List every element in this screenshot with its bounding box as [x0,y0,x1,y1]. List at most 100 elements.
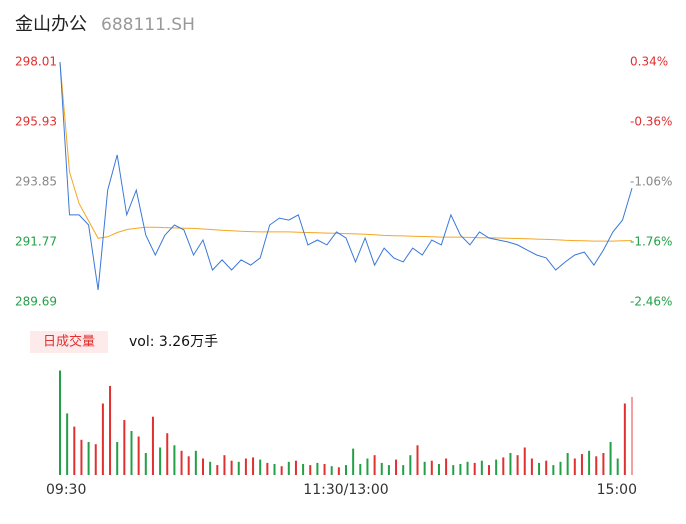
volume-bar [202,458,204,475]
volume-bar [588,450,591,475]
volume-bar [573,458,576,475]
y2-tick-label: -1.06% [630,175,672,189]
volume-bar [101,403,104,475]
volume-bar [287,461,290,475]
volume-bar [151,416,154,475]
volume-bar [123,420,126,475]
volume-bar [294,460,297,475]
volume-bar [580,454,583,475]
x-tick-label: 11:30/13:00 [303,482,388,498]
volume-bar [352,448,355,475]
volume-bar [223,455,226,475]
volume-bar [80,439,83,475]
volume-bar [187,456,190,475]
y-tick-label: 289.69 [15,295,57,309]
volume-bar [330,466,333,475]
x-tick-label: 09:30 [46,482,86,498]
volume-bar [252,457,255,475]
volume-bar [345,465,347,475]
volume-bar [459,464,462,475]
volume-bar [209,461,212,475]
volume-bar [402,465,405,475]
volume-bar [552,465,555,475]
volume-bar [302,464,305,475]
volume-bar [173,445,176,475]
volume-bar [538,462,541,475]
x-tick-label: 15:00 [597,482,637,498]
price-line [59,61,633,290]
volume-bar [416,445,419,475]
volume-bar [616,458,619,475]
volume-bar [73,426,76,475]
volume-bar [337,467,340,475]
volume-bar [409,455,412,475]
volume-tag-bg [30,331,108,353]
price-line [59,61,633,242]
volume-bar [66,413,69,475]
volume-bar [137,436,140,475]
volume-bar [373,455,376,475]
volume-bar [423,461,426,475]
volume-bar [387,465,390,475]
volume-bar [559,461,562,475]
volume-bar [516,455,519,475]
volume-bar [159,447,162,475]
volume-bar [452,465,455,475]
volume-bar [280,466,283,475]
volume-bar [116,442,119,475]
volume-bar [631,396,633,475]
volume-bar [609,442,612,475]
volume-bar [545,460,548,475]
volume-bar [380,462,383,475]
volume-bar [623,403,626,475]
volume-bar [316,462,319,475]
volume-bar [495,459,498,475]
y2-tick-label: -1.76% [630,235,672,249]
volume-bar [488,465,490,475]
volume-bar [602,453,605,475]
volume-bar [323,464,326,475]
volume-bar [180,450,183,475]
volume-bar [130,431,133,475]
volume-bar [87,442,90,475]
volume-bar [430,460,433,475]
volume-bar [509,453,512,475]
volume-bar [259,459,262,475]
chart-subtitle: 688111.SH [101,15,195,35]
volume-bar [502,457,505,475]
volume-bar [445,458,448,475]
y-tick-label: 291.77 [15,235,57,249]
y2-tick-label: 0.34% [630,55,668,69]
chart-title: 金山办公 [15,14,87,35]
volume-bar [466,461,469,475]
volume-bar [473,462,476,475]
volume-bar [523,447,526,475]
volume-bar [359,464,362,475]
y-tick-label: 298.01 [15,55,57,69]
volume-bar [244,458,247,475]
volume-bar [194,450,197,475]
volume-label: vol: 3.26万手 [129,334,218,350]
y2-tick-label: -2.46% [630,295,672,309]
volume-bar [216,465,219,475]
volume-bar [366,458,369,475]
volume-bar [566,453,569,475]
volume-bar [166,433,169,475]
volume-bar [309,465,312,475]
volume-bar [595,456,598,475]
volume-bar [109,385,112,475]
volume-bar [237,461,240,475]
volume-tag: 日成交量 [43,334,95,350]
volume-bar [480,460,483,475]
y-tick-label: 295.93 [15,115,57,129]
volume-bar [273,464,276,475]
volume-bar [437,464,440,475]
volume-bar [144,453,147,475]
volume-bar [266,462,269,475]
y-tick-label: 293.85 [15,175,57,189]
volume-bar [530,458,533,475]
volume-bar [94,444,97,475]
volume-bar [230,460,233,475]
volume-bar [395,459,398,475]
